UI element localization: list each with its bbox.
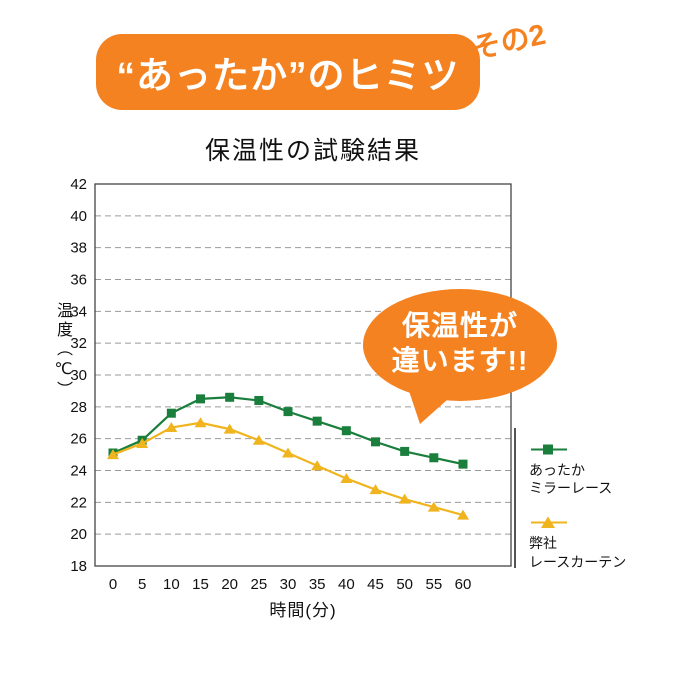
legend-label: 弊社 レースカーテン xyxy=(529,535,627,570)
svg-text:40: 40 xyxy=(338,576,355,593)
y-axis-label: 温度（℃） xyxy=(54,302,71,400)
svg-text:60: 60 xyxy=(455,576,472,593)
svg-text:18: 18 xyxy=(70,558,87,575)
line-chart: 18 20 22 24 26 28 30 32 34 36 38 40 42 0 5 10 15 20 25 30 35… xyxy=(70,176,512,593)
legend-item-lace-curtain: 弊社 レースカーテン xyxy=(529,515,626,570)
svg-text:22: 22 xyxy=(70,494,87,511)
speech-bubble-icon xyxy=(363,289,557,424)
svg-text:38: 38 xyxy=(70,240,87,257)
svg-text:45: 45 xyxy=(367,576,384,593)
svg-text:24: 24 xyxy=(70,463,87,480)
svg-text:30: 30 xyxy=(280,576,297,593)
svg-text:35: 35 xyxy=(309,576,326,593)
svg-text:42: 42 xyxy=(70,176,87,193)
svg-text:5: 5 xyxy=(138,576,146,593)
svg-text:20: 20 xyxy=(221,576,238,593)
svg-text:34: 34 xyxy=(70,303,87,320)
svg-text:30: 30 xyxy=(70,367,87,384)
svg-text:26: 26 xyxy=(70,431,87,448)
banner-badge: その2 xyxy=(469,18,549,66)
svg-text:36: 36 xyxy=(70,272,87,289)
banner-title: “あったか”のヒミツ xyxy=(116,55,460,96)
svg-text:15: 15 xyxy=(192,576,209,593)
svg-text:55: 55 xyxy=(425,576,442,593)
square-marker-icon xyxy=(531,444,567,455)
legend-label: あったか ミラーレース xyxy=(529,462,613,497)
x-axis-label: 時間(分) xyxy=(269,601,337,620)
callout-line1: 保温性が xyxy=(401,310,518,341)
legend-item-mirror-lace: あったか ミラーレース xyxy=(529,442,626,497)
callout-text: 保温性が 違います!! xyxy=(362,308,558,378)
svg-text:50: 50 xyxy=(396,576,413,593)
page-title: 保温性の試験結果 xyxy=(204,137,421,165)
svg-text:28: 28 xyxy=(70,399,87,416)
svg-text:25: 25 xyxy=(250,576,267,593)
svg-text:32: 32 xyxy=(70,335,87,352)
svg-text:20: 20 xyxy=(70,526,87,543)
svg-text:0: 0 xyxy=(109,576,117,593)
callout-line2: 違います!! xyxy=(391,345,529,376)
banner: “あったか”のヒミツ xyxy=(96,34,480,110)
callout-bubble: 保温性が 違います!! xyxy=(362,288,562,438)
svg-text:40: 40 xyxy=(70,208,87,225)
chart-legend: あったか ミラーレース 弊社 レースカーテン xyxy=(514,428,626,570)
triangle-marker-icon xyxy=(531,516,567,529)
svg-text:10: 10 xyxy=(163,576,180,593)
